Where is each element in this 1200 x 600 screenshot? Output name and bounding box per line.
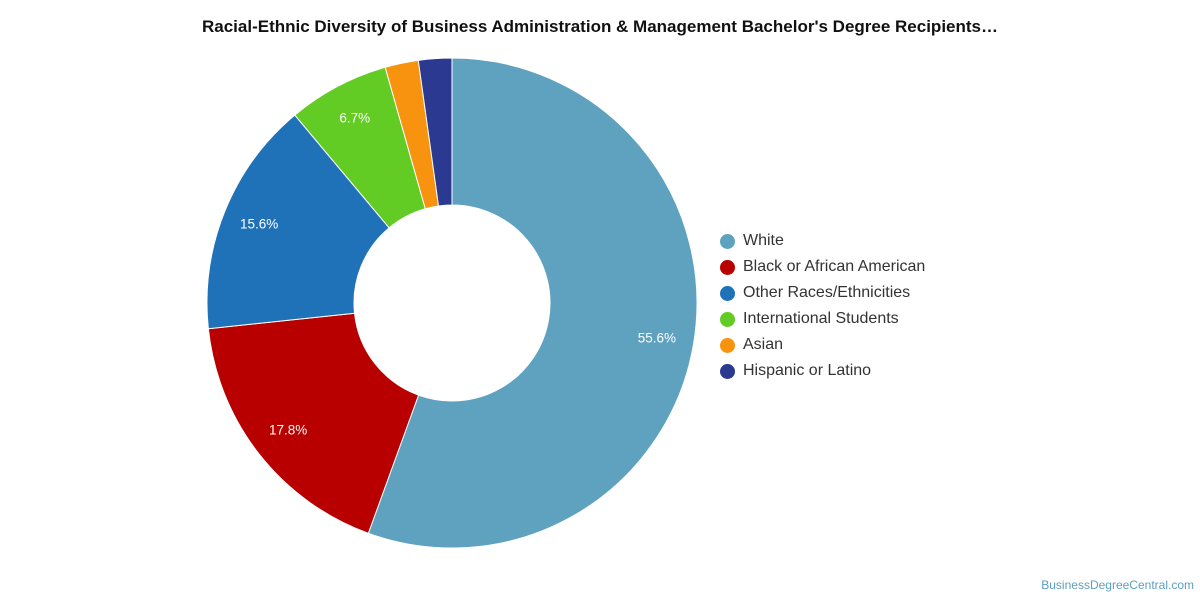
- slice-hispanic-or-latino[interactable]: [417, 57, 453, 207]
- chart-title: Racial-Ethnic Diversity of Business Admi…: [201, 17, 998, 36]
- data-label-international-students: 6.7%: [339, 111, 370, 126]
- legend-marker: [720, 337, 735, 353]
- slice-white[interactable]: [367, 57, 698, 549]
- source-credit-link[interactable]: BusinessDegreeCentral.com: [1041, 578, 1194, 592]
- legend-label: Other Races/Ethnicities: [743, 284, 911, 301]
- legend-label: Asian: [743, 336, 784, 353]
- legend-marker: [720, 233, 735, 249]
- legend-item-white[interactable]: White: [720, 228, 925, 254]
- legend-marker: [720, 363, 735, 379]
- legend-marker: [720, 311, 735, 327]
- legend-label: Hispanic or Latino: [743, 362, 872, 379]
- legend-marker: [720, 259, 735, 275]
- data-label-black-or-african-american: 17.8%: [269, 423, 307, 438]
- legend-label: White: [743, 232, 784, 249]
- legend-item-asian[interactable]: Asian: [720, 332, 925, 358]
- data-label-white: 55.6%: [638, 331, 676, 346]
- legend-item-hispanic-or-latino[interactable]: Hispanic or Latino: [720, 358, 925, 384]
- slice-black-or-african-american[interactable]: [207, 312, 420, 534]
- legend-item-international-students[interactable]: International Students: [720, 306, 925, 332]
- legend: White Black or African American Other Race…: [720, 228, 925, 384]
- legend-label: International Students: [743, 310, 899, 327]
- legend-item-black-or-african-american[interactable]: Black or African American: [720, 254, 925, 280]
- legend-marker: [720, 285, 735, 301]
- data-label-other-races-ethnicities: 15.6%: [240, 217, 278, 232]
- legend-item-other-races-ethnicities[interactable]: Other Races/Ethnicities: [720, 280, 925, 306]
- slice-other-races-ethnicities[interactable]: [206, 114, 390, 330]
- legend-label: Black or African American: [743, 258, 926, 275]
